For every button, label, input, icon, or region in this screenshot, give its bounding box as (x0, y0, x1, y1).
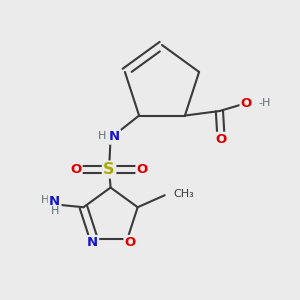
Text: O: O (70, 163, 81, 176)
Text: H: H (50, 206, 59, 216)
Text: H: H (98, 131, 106, 141)
Text: -H: -H (258, 98, 271, 108)
Text: O: O (125, 236, 136, 249)
Text: S: S (103, 162, 115, 177)
Text: O: O (137, 163, 148, 176)
Text: N: N (49, 195, 60, 208)
Text: O: O (215, 133, 226, 146)
Text: O: O (241, 97, 252, 110)
Text: N: N (87, 236, 98, 249)
Text: CH₃: CH₃ (173, 189, 194, 199)
Text: N: N (109, 130, 120, 143)
Text: H: H (41, 195, 49, 205)
